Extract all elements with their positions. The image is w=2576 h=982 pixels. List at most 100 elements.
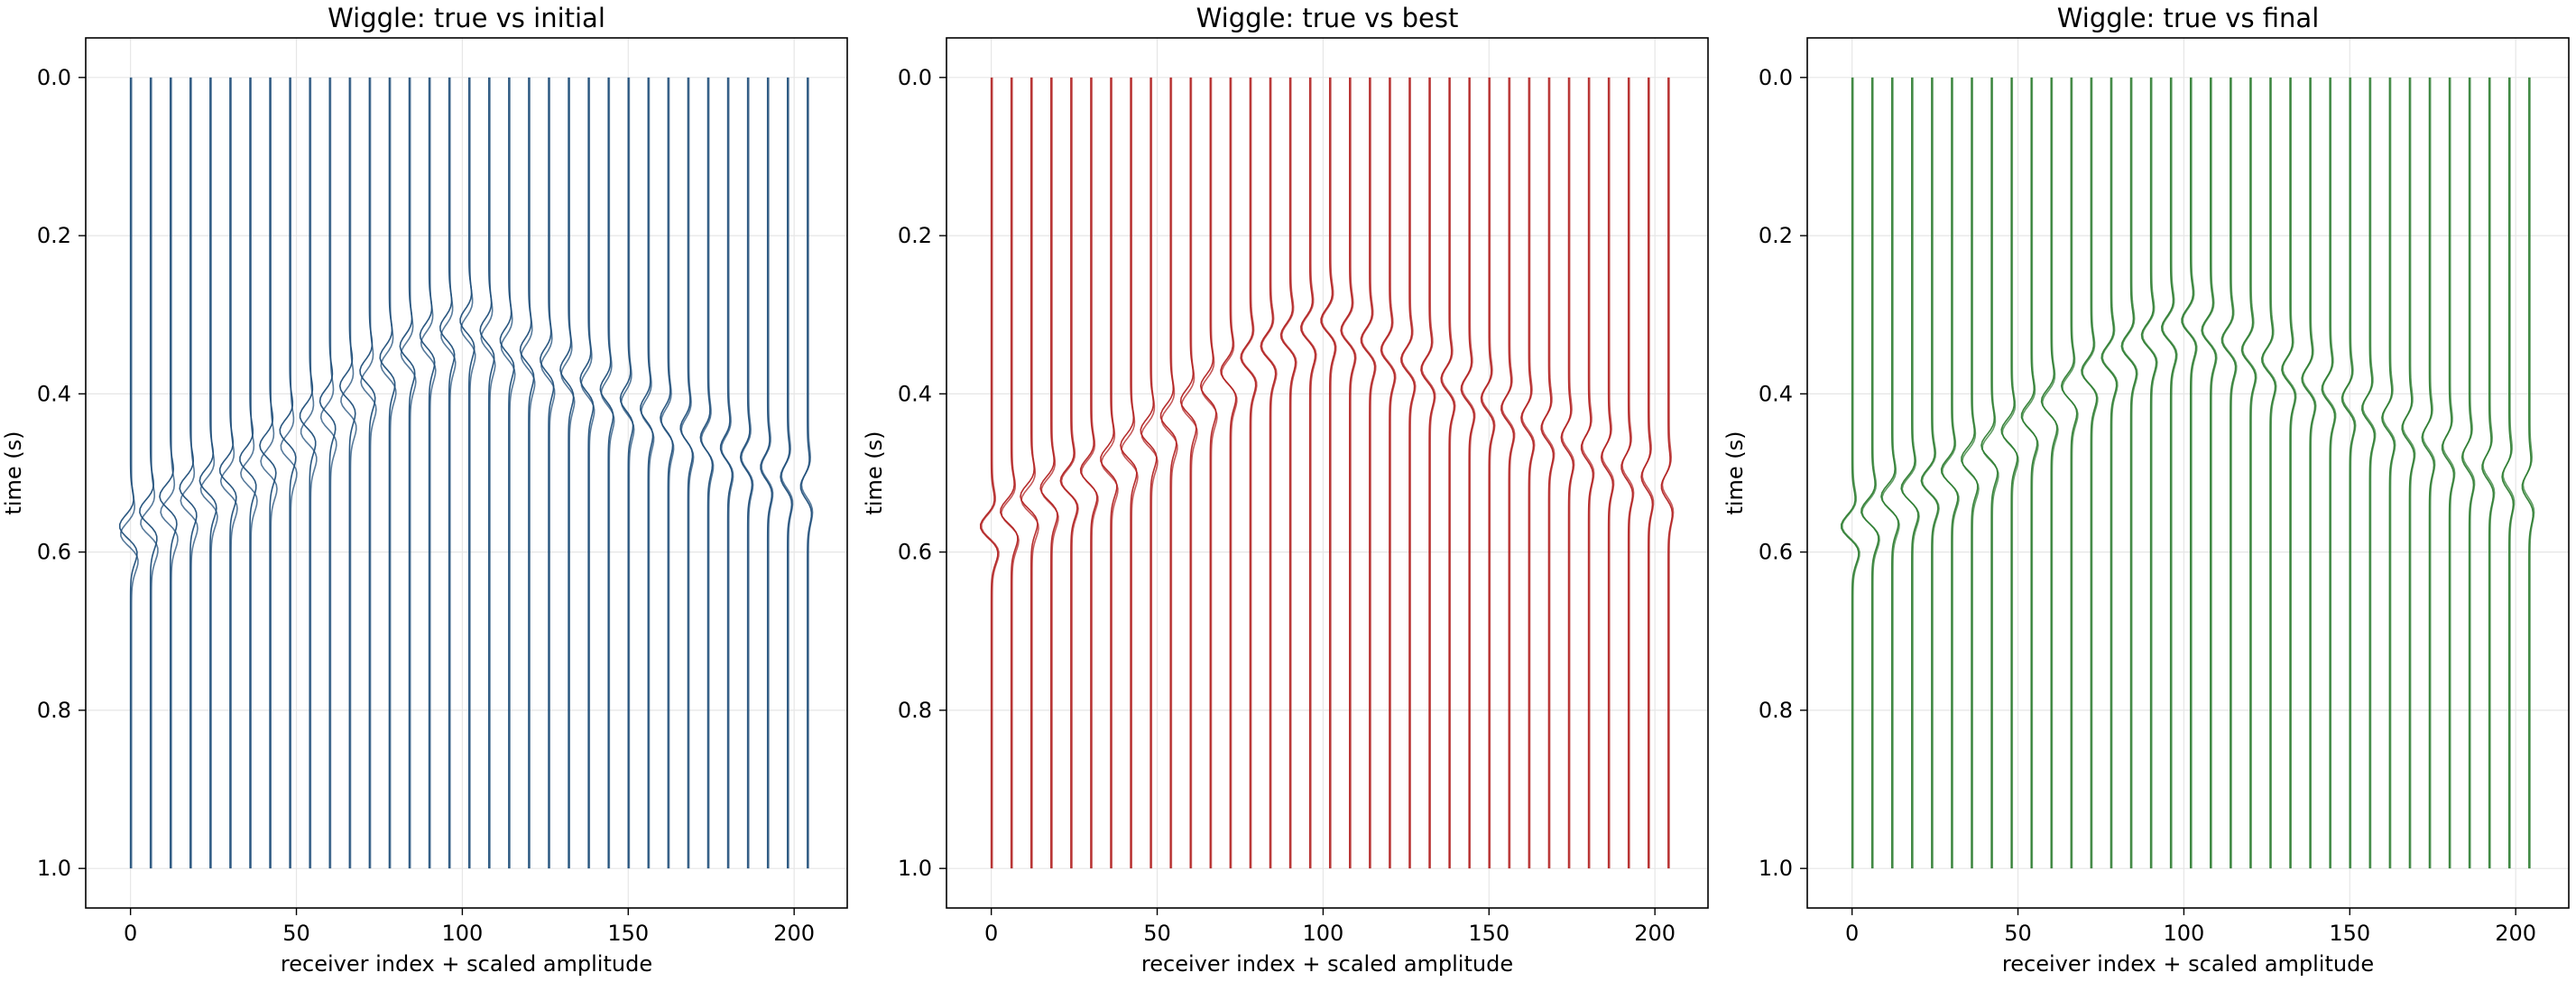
trace-true-16 (439, 77, 456, 869)
trace-true-10 (2040, 77, 2058, 869)
trace-true-12 (2081, 77, 2098, 869)
y-tick-label: 0.2 (898, 223, 932, 248)
trace-best-10 (1180, 77, 1198, 869)
y-tick-label: 0.2 (1759, 223, 1793, 248)
trace-true-16 (2161, 77, 2177, 869)
trace-final-18 (2202, 77, 2218, 869)
x-tick-label: 200 (1634, 921, 1676, 946)
trace-initial-21 (540, 77, 556, 869)
trace-true-18 (2201, 77, 2217, 869)
trace-final-34 (2522, 77, 2535, 869)
trace-true-28 (1540, 77, 1555, 869)
trace-best-28 (1541, 77, 1556, 869)
trace-true-5 (1940, 77, 1959, 869)
trace-true-15 (419, 77, 436, 869)
x-tick-label: 150 (2329, 921, 2370, 946)
trace-final-12 (2082, 77, 2099, 869)
trace-initial-3 (180, 77, 199, 869)
trace-true-17 (459, 77, 475, 869)
y-tick-label: 1.0 (1759, 856, 1793, 881)
trace-true-25 (1480, 77, 1495, 869)
trace-best-24 (1461, 77, 1476, 869)
x-axis-label: receiver index + scaled amplitude (2002, 951, 2374, 977)
trace-true-4 (199, 77, 217, 869)
trace-true-6 (239, 77, 257, 869)
trace-initial-0 (120, 77, 139, 869)
trace-true-2 (1880, 77, 1899, 869)
trace-true-14 (2120, 77, 2137, 869)
trace-initial-26 (641, 77, 655, 869)
trace-initial-2 (160, 77, 179, 869)
y-axis-label: time (s) (1722, 431, 1748, 514)
chart-title: Wiggle: true vs best (1196, 3, 1459, 33)
trace-true-15 (2140, 77, 2157, 869)
trace-true-14 (399, 77, 416, 869)
trace-true-16 (1300, 77, 1316, 869)
y-tick-label: 1.0 (37, 856, 71, 881)
trace-final-15 (2141, 77, 2158, 869)
trace-initial-18 (480, 77, 496, 869)
plot-frame (1806, 37, 2570, 909)
trace-initial-7 (260, 77, 278, 869)
trace-true-26 (2360, 77, 2376, 869)
trace-true-27 (660, 77, 674, 869)
trace-true-24 (599, 77, 614, 869)
trace-final-24 (2322, 77, 2337, 869)
x-ticks: 0 50 100 150 200 (984, 908, 1676, 946)
trace-true-15 (1279, 77, 1297, 869)
trace-initial-24 (600, 77, 615, 869)
trace-final-2 (1881, 77, 1900, 869)
trace-final-7 (1981, 77, 1999, 869)
trace-true-29 (1560, 77, 1574, 869)
trace-true-11 (2060, 77, 2078, 869)
trace-best-0 (981, 77, 1000, 869)
trace-best-18 (1341, 77, 1357, 869)
trace-best-16 (1301, 77, 1317, 869)
trace-best-26 (1501, 77, 1516, 869)
trace-true-14 (1260, 77, 1277, 869)
trace-best-2 (1020, 77, 1039, 869)
trace-best-19 (1361, 77, 1377, 869)
trace-initial-16 (440, 77, 457, 869)
trace-true-12 (1220, 77, 1237, 869)
trace-true-11 (1199, 77, 1217, 869)
trace-true-8 (279, 77, 297, 869)
trace-true-9 (1159, 77, 1177, 869)
trace-true-11 (338, 77, 356, 869)
y-axis-label: time (s) (862, 431, 887, 514)
trace-initial-6 (240, 77, 258, 869)
trace-true-24 (2321, 77, 2336, 869)
y-tick-label: 0.4 (898, 381, 932, 406)
trace-true-21 (540, 77, 555, 869)
trace-true-13 (2101, 77, 2118, 869)
trace-best-25 (1481, 77, 1496, 869)
trace-initial-4 (199, 77, 218, 869)
x-tick-label: 0 (1845, 921, 1859, 946)
y-tick-label: 0.4 (1759, 381, 1793, 406)
trace-true-31 (739, 77, 753, 869)
y-tick-label: 0.0 (898, 65, 932, 90)
trace-best-15 (1280, 77, 1297, 869)
trace-true-9 (299, 77, 317, 869)
trace-final-5 (1942, 77, 1960, 869)
trace-best-20 (1380, 77, 1397, 869)
trace-true-1 (1860, 77, 1879, 869)
trace-final-30 (2442, 77, 2456, 869)
trace-true-26 (639, 77, 654, 869)
trace-final-21 (2262, 77, 2277, 869)
trace-true-3 (1039, 77, 1058, 869)
trace-true-32 (1620, 77, 1634, 869)
trace-true-0 (118, 77, 138, 869)
x-tick-label: 200 (773, 921, 815, 946)
trace-true-2 (159, 77, 178, 869)
trace-initial-19 (500, 77, 516, 869)
trace-best-6 (1101, 77, 1119, 869)
trace-best-14 (1260, 77, 1278, 869)
trace-initial-1 (140, 77, 159, 869)
trace-true-6 (1100, 77, 1118, 869)
trace-true-20 (2240, 77, 2257, 869)
trace-final-20 (2241, 77, 2257, 869)
trace-initial-20 (520, 77, 536, 869)
chart-title: Wiggle: true vs final (2057, 3, 2320, 33)
trace-best-32 (1621, 77, 1635, 869)
